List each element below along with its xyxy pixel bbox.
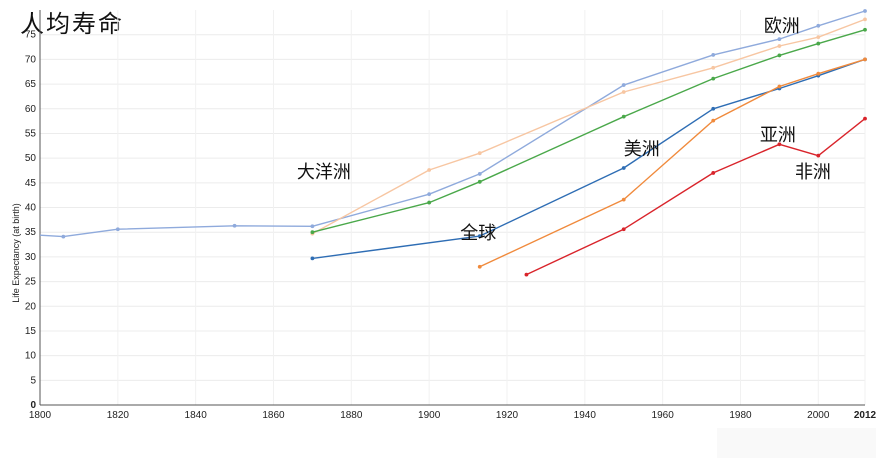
- series-point: [863, 116, 867, 121]
- series-point: [61, 234, 66, 239]
- y-tick-label: 75: [25, 30, 37, 41]
- x-tick-label: 1900: [418, 410, 441, 421]
- series-point: [115, 227, 120, 232]
- series-point: [711, 118, 716, 123]
- series-point: [477, 179, 482, 184]
- series-point: [711, 171, 716, 175]
- x-tick-label: 2000: [807, 410, 830, 421]
- series-point: [816, 35, 821, 40]
- series-point: [621, 197, 626, 202]
- series-point: [477, 264, 482, 269]
- y-tick-label: 25: [25, 277, 37, 288]
- series-point: [816, 41, 821, 46]
- y-tick-label: 55: [25, 128, 37, 139]
- series-point: [477, 151, 482, 156]
- series-point: [621, 114, 626, 119]
- x-tick-label: 2012: [854, 410, 876, 421]
- series-point: [477, 234, 482, 239]
- series-point: [777, 53, 782, 58]
- series-point: [863, 27, 867, 32]
- x-tick-label: 1980: [729, 410, 752, 421]
- series-point: [777, 84, 782, 89]
- series-point: [777, 37, 782, 42]
- series-point: [621, 90, 626, 94]
- series-point: [621, 166, 626, 170]
- y-tick-label: 70: [25, 54, 37, 65]
- series-line-5: [526, 118, 866, 276]
- series-point: [711, 65, 716, 70]
- region-label: 全球: [460, 223, 496, 244]
- series-point: [816, 71, 821, 76]
- series-point: [711, 53, 716, 57]
- series-point: [621, 227, 626, 232]
- y-tick-label: 50: [25, 153, 37, 164]
- axes: 0 5 10 15 20 25 30 35 40 45 50 55 60 65 70 75 1800 1820 18…: [25, 10, 876, 421]
- y-tick-label: 35: [25, 227, 37, 238]
- series-point: [524, 272, 529, 277]
- chart-title: 人均寿命: [20, 10, 124, 38]
- region-label: 亚洲: [760, 125, 796, 146]
- y-tick-label: 30: [25, 252, 37, 263]
- y-tick-label: 65: [25, 79, 37, 90]
- series-point: [711, 76, 716, 81]
- series-point: [863, 57, 867, 62]
- series-line-2: [312, 29, 866, 233]
- x-tick-label: 1920: [496, 410, 519, 421]
- series-point: [863, 17, 867, 22]
- series-point: [711, 106, 716, 111]
- y-tick-label: 45: [25, 178, 37, 189]
- x-tick-label: 1820: [107, 410, 130, 421]
- x-tick-label: 1860: [262, 410, 285, 421]
- series-point: [777, 44, 782, 48]
- series-point: [621, 83, 626, 87]
- y-tick-label: 5: [30, 375, 36, 386]
- series-point: [777, 142, 782, 147]
- corner-shade: [717, 428, 876, 458]
- series-point: [816, 23, 821, 28]
- series-line-0: [39, 10, 866, 238]
- series-line-4: [479, 58, 866, 268]
- series-point: [816, 153, 821, 158]
- x-tick-label: 1880: [340, 410, 363, 421]
- series-point: [427, 192, 432, 197]
- region-label: 美洲: [624, 139, 660, 160]
- x-tick-label: 1800: [29, 410, 52, 421]
- y-tick-label: 60: [25, 104, 37, 115]
- series-point: [232, 223, 237, 228]
- series-point: [477, 172, 482, 176]
- region-label: 欧洲: [764, 16, 800, 37]
- series-point: [427, 200, 432, 205]
- series-point: [863, 9, 867, 13]
- region-label: 非洲: [795, 162, 831, 183]
- y-tick-label: 0: [30, 400, 36, 411]
- series-line-3: [312, 58, 866, 260]
- series-lines: [39, 9, 867, 277]
- y-tick-label: 40: [25, 203, 37, 214]
- series-point: [310, 256, 315, 261]
- series-line-1: [312, 18, 866, 235]
- x-tick-label: 1940: [574, 410, 597, 421]
- x-tick-label: 1960: [652, 410, 675, 421]
- x-tick-label: 1840: [185, 410, 208, 421]
- y-tick-label: 20: [25, 301, 37, 312]
- series-point: [310, 230, 315, 235]
- series-point: [427, 168, 432, 172]
- series-point: [310, 224, 315, 229]
- y-tick-label: 10: [25, 351, 37, 362]
- region-label: 大洋洲: [297, 162, 351, 183]
- y-tick-label: 15: [25, 326, 37, 337]
